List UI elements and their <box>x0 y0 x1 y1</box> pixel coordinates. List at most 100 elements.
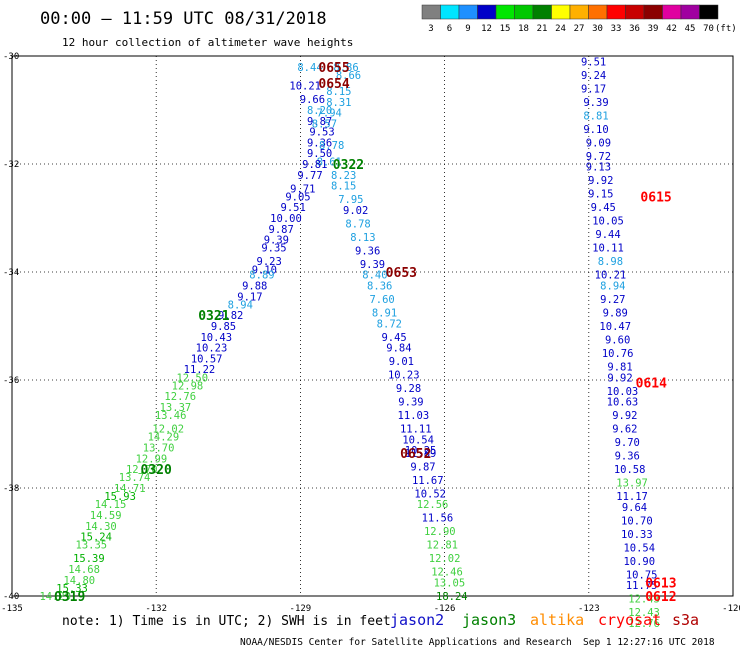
wave-height-value: 9.62 <box>612 424 637 436</box>
wave-height-value: 15.33 <box>56 583 88 595</box>
wave-height-value: 8.94 <box>228 299 253 311</box>
lat-tick-label: -36 <box>3 376 19 386</box>
legend-swatch <box>680 4 700 20</box>
wave-height-value: 9.13 <box>586 162 611 174</box>
wave-height-value: 9.89 <box>603 308 628 320</box>
wave-height-value: 9.02 <box>343 205 368 217</box>
legend-swatch-label: 27 <box>574 24 585 34</box>
legend-swatch-label: 39 <box>648 24 659 34</box>
lat-tick-label: -32 <box>3 160 19 170</box>
wave-height-value: 9.88 <box>242 281 267 293</box>
wave-height-value: 9.39 <box>583 97 608 109</box>
wave-height-value: 11.17 <box>616 491 648 503</box>
wave-height-value: 14.30 <box>85 521 117 533</box>
wave-height-value: 15.24 <box>80 532 112 544</box>
legend-swatch <box>458 4 478 20</box>
wave-height-value: 9.27 <box>600 294 625 306</box>
wave-height-value: 9.45 <box>591 202 616 214</box>
wave-height-value: 9.10 <box>252 264 277 276</box>
wave-height-value: 11.67 <box>412 475 444 487</box>
legend-swatch <box>699 4 719 20</box>
wave-height-value: 9.17 <box>581 83 606 95</box>
pass-time-label: 0614 <box>636 377 667 392</box>
wave-height-value: 9.39 <box>264 235 289 247</box>
legend-swatch-label: 33 <box>611 24 622 34</box>
wave-height-value: 9.70 <box>615 437 640 449</box>
wave-height-value: 10.00 <box>270 213 302 225</box>
satellite-name: cryosat <box>598 611 661 629</box>
wave-height-value: 9.60 <box>605 335 630 347</box>
satellite-name: jason3 <box>462 611 516 629</box>
wave-height-value: 8.72 <box>377 318 402 330</box>
lon-tick-label: -129 <box>290 604 312 614</box>
legend-swatch-label: 45 <box>685 24 696 34</box>
wave-height-value: 14.71 <box>114 483 146 495</box>
wave-height-value: 8.15 <box>331 181 356 193</box>
wave-height-value: 8.81 <box>583 110 608 122</box>
wave-height-value: 10.05 <box>592 216 624 228</box>
wave-height-value: 8.20 <box>307 105 332 117</box>
wave-height-value: 7.94 <box>317 108 342 120</box>
wave-height-value: 9.92 <box>588 175 613 187</box>
wave-height-value: 7.60 <box>369 294 394 306</box>
wave-height-value: 13.46 <box>155 410 187 422</box>
legend-swatch-label: 21 <box>537 24 548 34</box>
pass-time-label: 0321 <box>198 309 229 324</box>
wave-height-value: 8.15 <box>326 86 351 98</box>
wave-height-value: 8.13 <box>350 232 375 244</box>
legend-swatch-label: 18 <box>518 24 529 34</box>
wave-height-value: 9.44 <box>595 229 620 241</box>
wave-height-value: 11.11 <box>400 424 432 436</box>
wave-height-value: 12.50 <box>176 372 208 384</box>
wave-height-value: 12.76 <box>628 618 660 630</box>
lat-tick-label: -38 <box>3 484 19 494</box>
legend-swatch-label: 9 <box>465 24 470 34</box>
wave-height-value: 10.58 <box>614 464 646 476</box>
pass-time-label: 0322 <box>333 158 364 173</box>
wave-height-value: 9.24 <box>581 70 606 82</box>
wave-height-value: 11.75 <box>626 580 658 592</box>
wave-height-value: 9.35 <box>261 243 286 255</box>
legend-swatch <box>662 4 682 20</box>
wave-height-value: 7.95 <box>338 194 363 206</box>
legend-swatch <box>421 4 441 20</box>
wave-height-value: 9.87 <box>269 224 294 236</box>
wave-height-value: 12.02 <box>429 553 461 565</box>
wave-height-value: 13.35 <box>76 540 108 552</box>
wave-height-value: 8.78 <box>345 218 370 230</box>
legend-swatch <box>569 4 589 20</box>
plot-border <box>11 55 734 597</box>
wave-height-value: 9.15 <box>588 189 613 201</box>
legend-swatch <box>625 4 645 20</box>
wave-height-value: 10.11 <box>592 243 624 255</box>
wave-height-value: 9.53 <box>309 127 334 139</box>
legend-swatch <box>643 4 663 20</box>
pass-time-label: 0613 <box>645 577 676 592</box>
wave-height-value: 12.98 <box>172 380 204 392</box>
lon-tick-label: -120 <box>722 604 740 614</box>
legend-swatch <box>495 4 515 20</box>
legend-swatch <box>440 4 460 20</box>
pass-time-label: 0654 <box>318 77 349 92</box>
map-subtitle: 12 hour collection of altimeter wave hei… <box>62 36 353 49</box>
wave-height-value: 9.36 <box>355 245 380 257</box>
wave-height-value: 14.80 <box>63 575 95 587</box>
wave-height-value: 8.78 <box>319 140 344 152</box>
legend-swatch <box>551 4 571 20</box>
wave-height-value: 8.31 <box>326 97 351 109</box>
legend-swatch <box>606 4 626 20</box>
wave-height-value: 12.81 <box>426 540 458 552</box>
wave-height-value: 10.63 <box>607 397 639 409</box>
wave-height-value: 8.86 <box>333 62 358 74</box>
wave-height-value: 9.64 <box>622 502 647 514</box>
wave-height-value: 10.03 <box>607 386 639 398</box>
wave-height-value: 11.22 <box>184 364 216 376</box>
wave-height-value: 9.92 <box>607 372 632 384</box>
wave-height-value: 9.36 <box>307 137 332 149</box>
wave-height-value: 14.68 <box>68 564 100 576</box>
wave-height-value: 8.94 <box>600 281 625 293</box>
pass-time-label: 0652 <box>400 447 431 462</box>
wave-height-value: 9.87 <box>307 116 332 128</box>
legend-swatch-label: 24 <box>555 24 566 34</box>
